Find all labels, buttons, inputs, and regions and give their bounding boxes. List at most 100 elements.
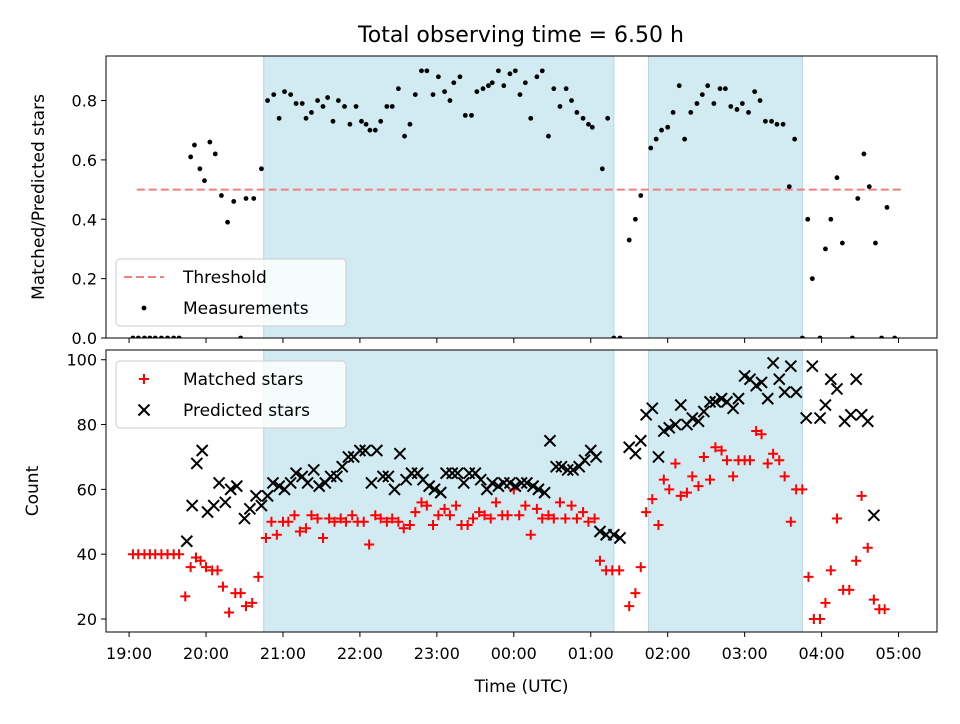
predicted-star-point <box>773 372 786 386</box>
predicted-star-point <box>212 476 226 490</box>
matched-star-point <box>728 471 739 482</box>
measurement-point <box>259 166 264 172</box>
matched-star-point <box>868 594 879 605</box>
measurement-point <box>188 154 194 160</box>
top-ytick-label: 0.4 <box>72 210 97 229</box>
predicted-star-point <box>301 476 314 490</box>
measurement-point <box>786 184 792 190</box>
matched-star-point <box>831 513 842 524</box>
measurement-point <box>367 127 373 133</box>
bottom-ytick-label: 100 <box>66 351 97 370</box>
predicted-star-point <box>697 405 711 418</box>
measurement-point <box>265 98 270 103</box>
matched-star-point <box>439 503 450 514</box>
measurement-point <box>451 80 457 86</box>
matched-star-point <box>312 513 323 524</box>
xtick-label: 19:00 <box>106 644 152 663</box>
predicted-star-point <box>867 509 881 522</box>
measurement-point <box>528 115 534 121</box>
measurement-point <box>130 335 136 338</box>
xlabel: Time (UTC) <box>474 677 569 697</box>
matched-star-point <box>548 513 559 524</box>
top-ylabel: Matched/Predicted stars <box>29 94 49 300</box>
measurement-point <box>670 110 676 115</box>
matched-star-point <box>301 523 312 534</box>
xtick-label: 22:00 <box>337 644 383 663</box>
measurement-point <box>817 335 823 338</box>
top-legend: Threshold Measurements <box>115 258 347 327</box>
matched-star-point <box>387 513 398 524</box>
matched-star-point <box>879 604 890 615</box>
matched-star-point <box>347 510 358 521</box>
measurement-point <box>430 92 436 97</box>
measurement-point <box>171 335 177 338</box>
predicted-star-point <box>376 470 390 483</box>
matched-star-point <box>525 529 536 540</box>
measurement-point <box>402 133 407 139</box>
matched-star-point <box>468 513 479 524</box>
matched-star-point <box>675 490 686 501</box>
matched-star-point <box>762 458 773 469</box>
measurement-point <box>152 335 158 338</box>
matched-star-point <box>381 516 392 527</box>
legend-predicted-swatch <box>137 403 151 417</box>
matched-star-point <box>797 484 808 495</box>
legend-matched-swatch <box>139 374 149 384</box>
measurement-point <box>325 95 330 100</box>
predicted-star-point <box>844 408 858 422</box>
predicted-star-point <box>238 512 251 525</box>
measurement-point <box>176 335 182 338</box>
measurement-point <box>711 101 717 106</box>
measurement-point <box>486 83 491 89</box>
matched-star-point <box>398 523 409 534</box>
bottom-ytick-label: 20 <box>77 610 97 629</box>
xtick-label: 05:00 <box>875 644 921 663</box>
measurement-point <box>632 216 638 222</box>
measurement-point <box>320 104 326 109</box>
predicted-star-point <box>284 476 297 490</box>
legend-label: Threshold <box>182 268 267 288</box>
measurement-point <box>309 110 314 115</box>
measurement-point <box>653 136 659 142</box>
predicted-star-point <box>703 395 717 409</box>
matched-star-point <box>341 516 352 527</box>
measurement-point <box>407 121 413 127</box>
measurement-point <box>617 335 623 338</box>
predicted-star-point <box>451 466 464 480</box>
matched-star-point <box>820 597 831 608</box>
measurement-point <box>580 115 586 121</box>
measurement-point <box>219 193 224 198</box>
matched-star-point <box>370 510 381 521</box>
measurement-point <box>243 196 249 201</box>
matched-star-point <box>815 614 826 625</box>
measurement-point <box>665 124 671 130</box>
predicted-star-point <box>652 450 665 464</box>
measurement-point <box>489 80 495 86</box>
xtick-label: 02:00 <box>645 644 691 663</box>
predicted-star-point <box>520 476 534 490</box>
top-panel: 0.0 0.2 0.4 0.6 0.8 Matched/Predicted stars Th… <box>29 55 938 348</box>
measurement-point <box>378 118 384 124</box>
predicted-star-point <box>646 402 659 415</box>
measurement-point <box>474 89 480 95</box>
matched-star-point <box>416 497 427 508</box>
measurement-point <box>892 335 898 338</box>
measurement-point <box>512 68 518 74</box>
predicted-star-point <box>607 528 621 541</box>
predicted-star-point <box>289 466 303 480</box>
measurement-point <box>251 196 257 201</box>
predicted-star-point <box>428 483 441 496</box>
matched-star-point <box>624 601 635 612</box>
measurement-point <box>828 216 834 222</box>
measurement-point <box>734 107 740 112</box>
predicted-star-point <box>486 476 499 490</box>
measurement-point <box>688 110 694 115</box>
predicted-star-point <box>830 382 844 396</box>
measurement-point <box>424 68 430 74</box>
predicted-star-point <box>382 470 395 483</box>
measurement-point <box>769 118 774 124</box>
matched-star-point <box>271 529 282 540</box>
matched-star-point <box>647 494 658 505</box>
matched-star-point <box>641 507 652 518</box>
matched-star-point <box>670 458 681 469</box>
